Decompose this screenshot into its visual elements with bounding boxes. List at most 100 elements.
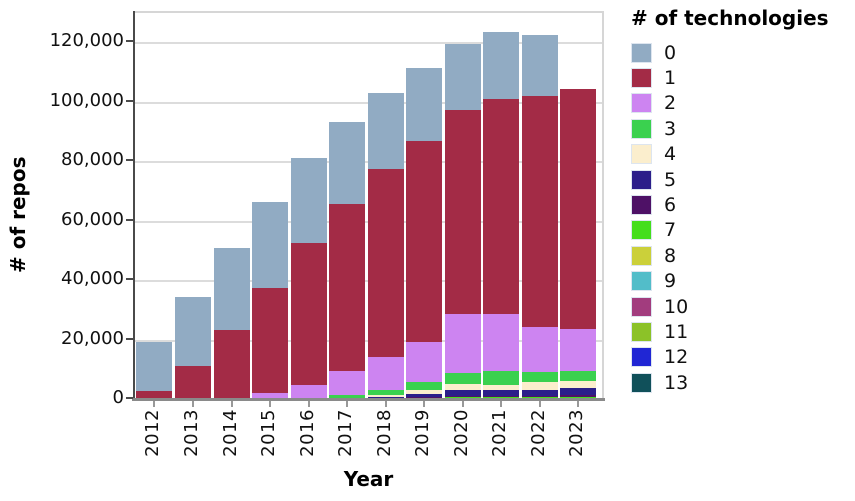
x-axis-title: Year [343, 467, 394, 491]
x-tick-label-2019: 2019 [412, 409, 434, 457]
bar-2023-seg-7 [560, 396, 597, 398]
bar-2021-seg-4 [483, 384, 520, 390]
legend-label: 7 [664, 219, 677, 242]
bar-2019-seg-3 [406, 382, 443, 390]
bar-2018-seg-2 [367, 357, 404, 391]
y-tick [126, 99, 133, 102]
legend-item-7: 7 [631, 218, 851, 243]
y-tick [126, 218, 133, 221]
legend-item-8: 8 [631, 243, 851, 268]
bar-2022-seg-7 [521, 397, 558, 399]
legend: # of technologies 0 1 2 3 4 5 6 7 8 9 10 11 12 13 [631, 6, 851, 395]
legend-swatch-1 [631, 68, 652, 89]
bar-2018-seg-1 [367, 168, 404, 358]
bar-2020-seg-2 [444, 314, 481, 373]
bar-2016-seg-2 [290, 385, 327, 399]
bar-2020-seg-1 [444, 109, 481, 315]
bar-2018-seg-5 [367, 397, 404, 399]
x-tick-label-2017: 2017 [335, 409, 357, 457]
legend-label: 8 [664, 244, 677, 267]
bar-2016-seg-0 [290, 157, 327, 243]
legend-item-2: 2 [631, 91, 851, 116]
x-tick-label-2022: 2022 [527, 409, 549, 457]
y-axis-line [133, 11, 135, 401]
y-tick [126, 278, 133, 280]
legend-item-5: 5 [631, 167, 851, 192]
legend-label: 1 [664, 67, 677, 90]
bar-2020-seg-0 [444, 44, 481, 110]
bar-2012-seg-1 [136, 391, 173, 400]
bar-2023-seg-2 [560, 328, 597, 371]
x-tick [577, 401, 580, 407]
x-tick [461, 401, 464, 407]
bar-2016-seg-1 [290, 242, 327, 386]
legend-swatch-9 [631, 271, 652, 292]
legend-swatch-12 [631, 347, 652, 368]
legend-swatch-6 [631, 195, 652, 216]
bar-2023-seg-6 [560, 394, 597, 397]
y-tick-label: 60,000 [61, 208, 124, 230]
x-tick [423, 401, 426, 407]
x-tick [500, 401, 503, 407]
legend-item-12: 12 [631, 345, 851, 370]
legend-swatch-10 [631, 296, 652, 317]
legend-swatch-2 [631, 93, 652, 114]
legend-label: 12 [664, 346, 689, 369]
y-tick-label: 80,000 [61, 149, 124, 171]
bar-2021-seg-7 [483, 397, 520, 399]
bar-2012-seg-0 [136, 342, 173, 392]
legend-item-9: 9 [631, 269, 851, 294]
bar-2013-seg-0 [174, 296, 211, 367]
y-tick [126, 397, 133, 399]
bar-2019-seg-6 [406, 397, 443, 399]
legend-label: 6 [664, 194, 677, 217]
x-tick [269, 401, 271, 407]
bar-2020-seg-6 [444, 395, 481, 398]
x-tick-label-2018: 2018 [373, 409, 395, 457]
bar-2015-seg-0 [252, 201, 288, 288]
legend-item-13: 13 [631, 370, 851, 395]
bar-2013-seg-1 [174, 366, 211, 399]
bar-2021-seg-5 [483, 389, 520, 396]
x-tick [538, 401, 541, 407]
bar-2023-seg-4 [560, 381, 597, 388]
y-tick [126, 159, 133, 162]
x-tick-label-2013: 2013 [180, 409, 202, 457]
x-tick [153, 401, 156, 407]
legend-item-10: 10 [631, 294, 851, 319]
y-tick [126, 337, 133, 340]
legend-swatch-11 [631, 321, 652, 342]
legend-swatch-5 [631, 169, 652, 190]
legend-label: 10 [664, 295, 689, 318]
legend-title: # of technologies [631, 6, 829, 30]
legend-item-0: 0 [631, 40, 851, 65]
bar-2018-seg-3 [367, 390, 404, 396]
legend-label: 0 [664, 41, 677, 64]
legend-item-11: 11 [631, 319, 851, 344]
y-tick-label: 120,000 [49, 30, 124, 52]
bar-2020-seg-7 [444, 397, 481, 399]
bar-2017-seg-1 [329, 204, 366, 372]
bar-2023-seg-8 [560, 397, 597, 399]
legend-item-1: 1 [631, 65, 851, 90]
legend-swatch-0 [631, 42, 652, 63]
bar-2022-seg-3 [521, 371, 558, 383]
bar-2017-seg-2 [329, 371, 366, 395]
bar-2014-seg-1 [213, 329, 250, 398]
bar-2023-seg-1 [560, 89, 597, 329]
legend-items: 0 1 2 3 4 5 6 7 8 9 10 11 12 13 [631, 40, 851, 395]
bar-2021-seg-3 [483, 370, 520, 385]
bar-2017-seg-3 [329, 394, 366, 398]
x-tick-label-2020: 2020 [450, 409, 472, 457]
x-tick-label-2012: 2012 [142, 409, 164, 457]
legend-label: 5 [664, 168, 677, 191]
legend-label: 9 [664, 270, 677, 293]
legend-label: 13 [664, 371, 689, 394]
legend-item-3: 3 [631, 116, 851, 141]
bar-2021-seg-2 [483, 314, 520, 371]
bar-2019-seg-0 [406, 68, 443, 142]
bar-2022-seg-0 [521, 35, 558, 96]
x-tick-label-2023: 2023 [566, 409, 588, 457]
bar-2021-seg-0 [483, 32, 520, 99]
